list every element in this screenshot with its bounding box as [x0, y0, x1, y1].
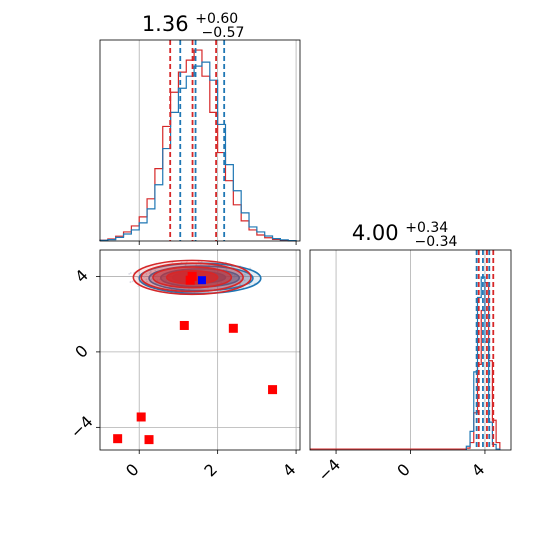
hist-param1-quantile-lines: [169, 40, 226, 241]
hist-param2-quantile-lines: [475, 250, 495, 450]
joint-x-tick-label: 4: [279, 460, 300, 481]
hist-param2-gridlines: [335, 250, 486, 450]
hist-param2-title-plus: +0.34: [405, 220, 448, 236]
joint-sample-dot: [225, 268, 228, 271]
hist-param1-red-step: [99, 49, 297, 242]
joint-sample-dot: [129, 272, 132, 274]
joint-sample-dot: [138, 272, 141, 274]
joint-sample-dot: [243, 279, 246, 282]
joint-sample-dot: [231, 265, 233, 268]
hist-param1-title-median: 1.36: [142, 12, 189, 36]
joint-sample-dot: [145, 278, 148, 281]
hist-param2-series-red: [310, 282, 501, 450]
joint-red-point: [144, 435, 154, 445]
joint-red-points: [113, 271, 278, 445]
joint-contours: [132, 259, 262, 296]
hist-param1-series-red: [99, 49, 297, 242]
hist-param1-frame: [99, 39, 301, 242]
joint-truth-point: [197, 276, 206, 285]
joint-sample-dot: [143, 275, 146, 278]
hist-param2-tick-label: 4: [468, 460, 489, 481]
joint-x-tick-label: 2: [200, 460, 221, 481]
hist-param2-tick-label: 0: [393, 460, 414, 481]
hist-param1-title: 1.36 +0.60: [142, 11, 238, 36]
hist-param2-title-median: 4.00: [352, 221, 399, 245]
joint-sample-dot: [131, 280, 134, 283]
joint-x-tick-label: 0: [122, 460, 143, 481]
joint-sample-dot: [146, 280, 148, 283]
joint-red-point: [136, 412, 146, 422]
hist-param2-panel: −4 0 4 4.00 +0.34 −0.34: [309, 220, 512, 485]
joint-sample-dot: [149, 270, 152, 273]
hist-param1-ticks: [138, 241, 297, 245]
hist-param1-blue-step: [99, 61, 297, 242]
joint-red-point: [228, 323, 238, 333]
hist-param2-ticks: −4 0 4: [314, 450, 488, 485]
joint-red-point: [185, 275, 195, 285]
joint-sample-dot: [128, 272, 131, 275]
joint-red-point: [268, 385, 278, 395]
hist-param2-title-minus: −0.34: [415, 234, 458, 250]
joint-red-point: [179, 320, 189, 330]
hist-param1-panel: 1.36 +0.60 −0.57: [99, 11, 301, 245]
joint-sample-dot: [137, 285, 140, 288]
joint-panel: 0 2 4 −4 0 4: [67, 249, 301, 481]
hist-param1-title-plus: +0.60: [195, 11, 238, 27]
hist-param1-title-minus: −0.57: [202, 25, 245, 41]
joint-y-tick-label: 4: [71, 266, 92, 287]
joint-sample-dot: [149, 271, 152, 274]
hist-param1-series-blue: [99, 61, 297, 242]
hist-param2-tick-label: −4: [314, 455, 344, 485]
joint-sample-dot: [150, 278, 153, 281]
joint-sample-dot: [129, 281, 132, 283]
hist-param2-title: 4.00 +0.34: [352, 220, 448, 245]
joint-ticks: 0 2 4 −4 0 4: [67, 266, 300, 481]
joint-y-tick-label: −4: [67, 412, 97, 442]
joint-sample-dot: [145, 273, 148, 275]
joint-red-point: [113, 434, 123, 444]
joint-frame: [99, 249, 301, 451]
joint-y-tick-label: 0: [71, 341, 92, 362]
joint-sample-dot: [243, 274, 246, 276]
joint-sample-dot: [154, 269, 157, 272]
